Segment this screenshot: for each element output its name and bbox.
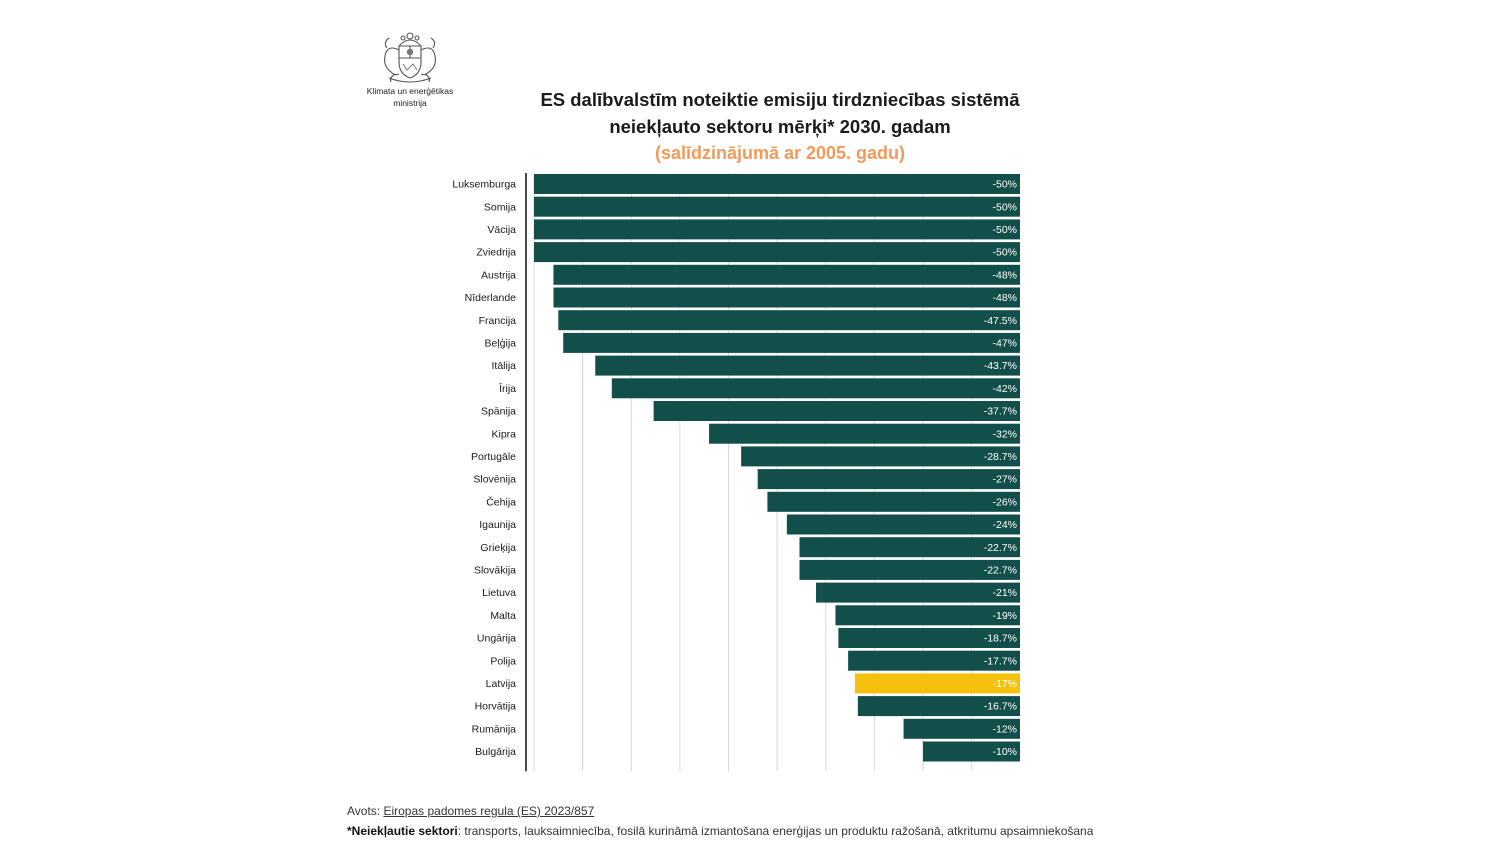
ministry-logo: Klimata un enerģētikas ministrija	[364, 28, 456, 108]
bar-value-label: -22.7%	[984, 542, 1017, 554]
bar-value-label: -48%	[992, 269, 1017, 281]
category-label: Itālija	[491, 360, 516, 372]
bar-value-label: -17.7%	[984, 655, 1017, 667]
category-label: Luksemburga	[452, 179, 516, 191]
footnote-text: : transports, lauksaimniecība, fosilā ku…	[457, 824, 1094, 838]
bar-value-label: -19%	[992, 610, 1017, 622]
chart-title-line2: neiekļauto sektoru mērķi* 2030. gadam	[609, 116, 951, 137]
footnote-line: *Neiekļautie sektori: transports, lauksa…	[347, 821, 1093, 841]
bar-value-label: -32%	[992, 428, 1017, 440]
source-line: Avots: Eiropas padomes regula (ES) 2023/…	[347, 801, 1093, 821]
category-label: Portugāle	[471, 451, 516, 463]
category-label: Spānija	[481, 406, 516, 418]
category-label: Horvātija	[475, 701, 517, 713]
bar-value-label: -50%	[992, 201, 1017, 213]
bar	[786, 514, 1020, 535]
category-label: Austrija	[481, 269, 516, 281]
footnote-bold: *Neiekļautie sektori	[347, 824, 458, 838]
bar	[835, 605, 1020, 626]
bar	[534, 196, 1020, 217]
category-label: Ungārija	[477, 633, 516, 645]
bar	[799, 559, 1020, 580]
category-label: Rumānija	[472, 723, 517, 735]
bar	[563, 332, 1020, 353]
bar	[838, 628, 1020, 648]
bar	[611, 378, 1020, 399]
category-label: Slovākija	[474, 565, 516, 577]
footer: Avots: Eiropas padomes regula (ES) 2023/…	[347, 801, 1093, 841]
category-label: Čehija	[486, 495, 516, 508]
bar-value-label: -47%	[992, 338, 1017, 350]
bar	[799, 537, 1020, 558]
chart-title-block: ES dalībvalstīm noteiktie emisiju tirdzn…	[420, 86, 1140, 166]
bar-value-label: -28.7%	[984, 451, 1017, 463]
bar	[709, 423, 1020, 444]
bar	[534, 219, 1020, 240]
ministry-name-line2: ministrija	[393, 98, 427, 108]
bar-value-label: -16.7%	[984, 701, 1017, 713]
bar	[854, 673, 1020, 694]
bar	[741, 446, 1020, 467]
ministry-name-line1: Klimata un enerģētikas	[366, 86, 454, 96]
bar-value-label: -27%	[992, 474, 1017, 486]
bar-value-label: -21%	[992, 587, 1017, 599]
category-label: Vācija	[487, 224, 516, 236]
category-label: Īrija	[499, 383, 516, 395]
category-label: Somija	[484, 201, 516, 213]
category-label: Zviedrija	[476, 247, 516, 259]
bar	[534, 242, 1020, 263]
bar-value-label: -50%	[992, 247, 1017, 259]
bar-value-label: -12%	[992, 723, 1017, 735]
bar-value-label: -37.7%	[984, 406, 1017, 418]
bar	[534, 174, 1020, 194]
bar-value-label: -18.7%	[984, 633, 1017, 645]
latvia-coat-of-arms-icon	[384, 32, 436, 83]
bar	[757, 469, 1020, 490]
category-label: Bulgārija	[475, 746, 516, 758]
category-label: Grieķija	[480, 542, 516, 554]
bar	[553, 264, 1020, 285]
bar-value-label: -26%	[992, 496, 1017, 508]
bar-value-label: -17%	[992, 678, 1017, 690]
source-link[interactable]: Eiropas padomes regula (ES) 2023/857	[383, 804, 595, 818]
bar	[767, 491, 1020, 512]
chart-title-line1: ES dalībvalstīm noteiktie emisiju tirdzn…	[540, 89, 1020, 110]
bar	[848, 650, 1020, 671]
category-label: Kipra	[491, 428, 516, 440]
bar-value-label: -24%	[992, 519, 1017, 531]
category-label: Nīderlande	[465, 292, 517, 304]
category-label: Igaunija	[479, 519, 516, 531]
category-label: Francija	[479, 315, 517, 327]
source-prefix: Avots:	[347, 804, 384, 818]
chart-subtitle: (salīdzinājumā ar 2005. gadu)	[654, 143, 906, 163]
bar-value-label: -50%	[992, 179, 1017, 191]
bar	[816, 582, 1020, 603]
bar	[923, 741, 1020, 762]
bar	[903, 718, 1020, 739]
bar-value-label: -48%	[992, 292, 1017, 304]
bar-value-label: -43.7%	[984, 360, 1017, 372]
bar-value-label: -22.7%	[984, 565, 1017, 577]
bar-value-label: -47.5%	[984, 315, 1017, 327]
category-label: Slovēnija	[473, 474, 516, 486]
bar-value-label: -10%	[992, 746, 1017, 758]
bar	[553, 287, 1020, 308]
category-label: Polija	[490, 655, 516, 667]
bar	[558, 310, 1020, 331]
category-label: Latvija	[486, 678, 517, 690]
bar	[857, 696, 1020, 717]
bar	[653, 401, 1020, 421]
category-label: Beļģija	[484, 337, 516, 350]
category-label: Malta	[490, 610, 516, 622]
bar-value-label: -50%	[992, 224, 1017, 236]
bar-value-label: -42%	[992, 383, 1017, 395]
category-label: Lietuva	[482, 587, 516, 599]
bar	[595, 355, 1020, 376]
